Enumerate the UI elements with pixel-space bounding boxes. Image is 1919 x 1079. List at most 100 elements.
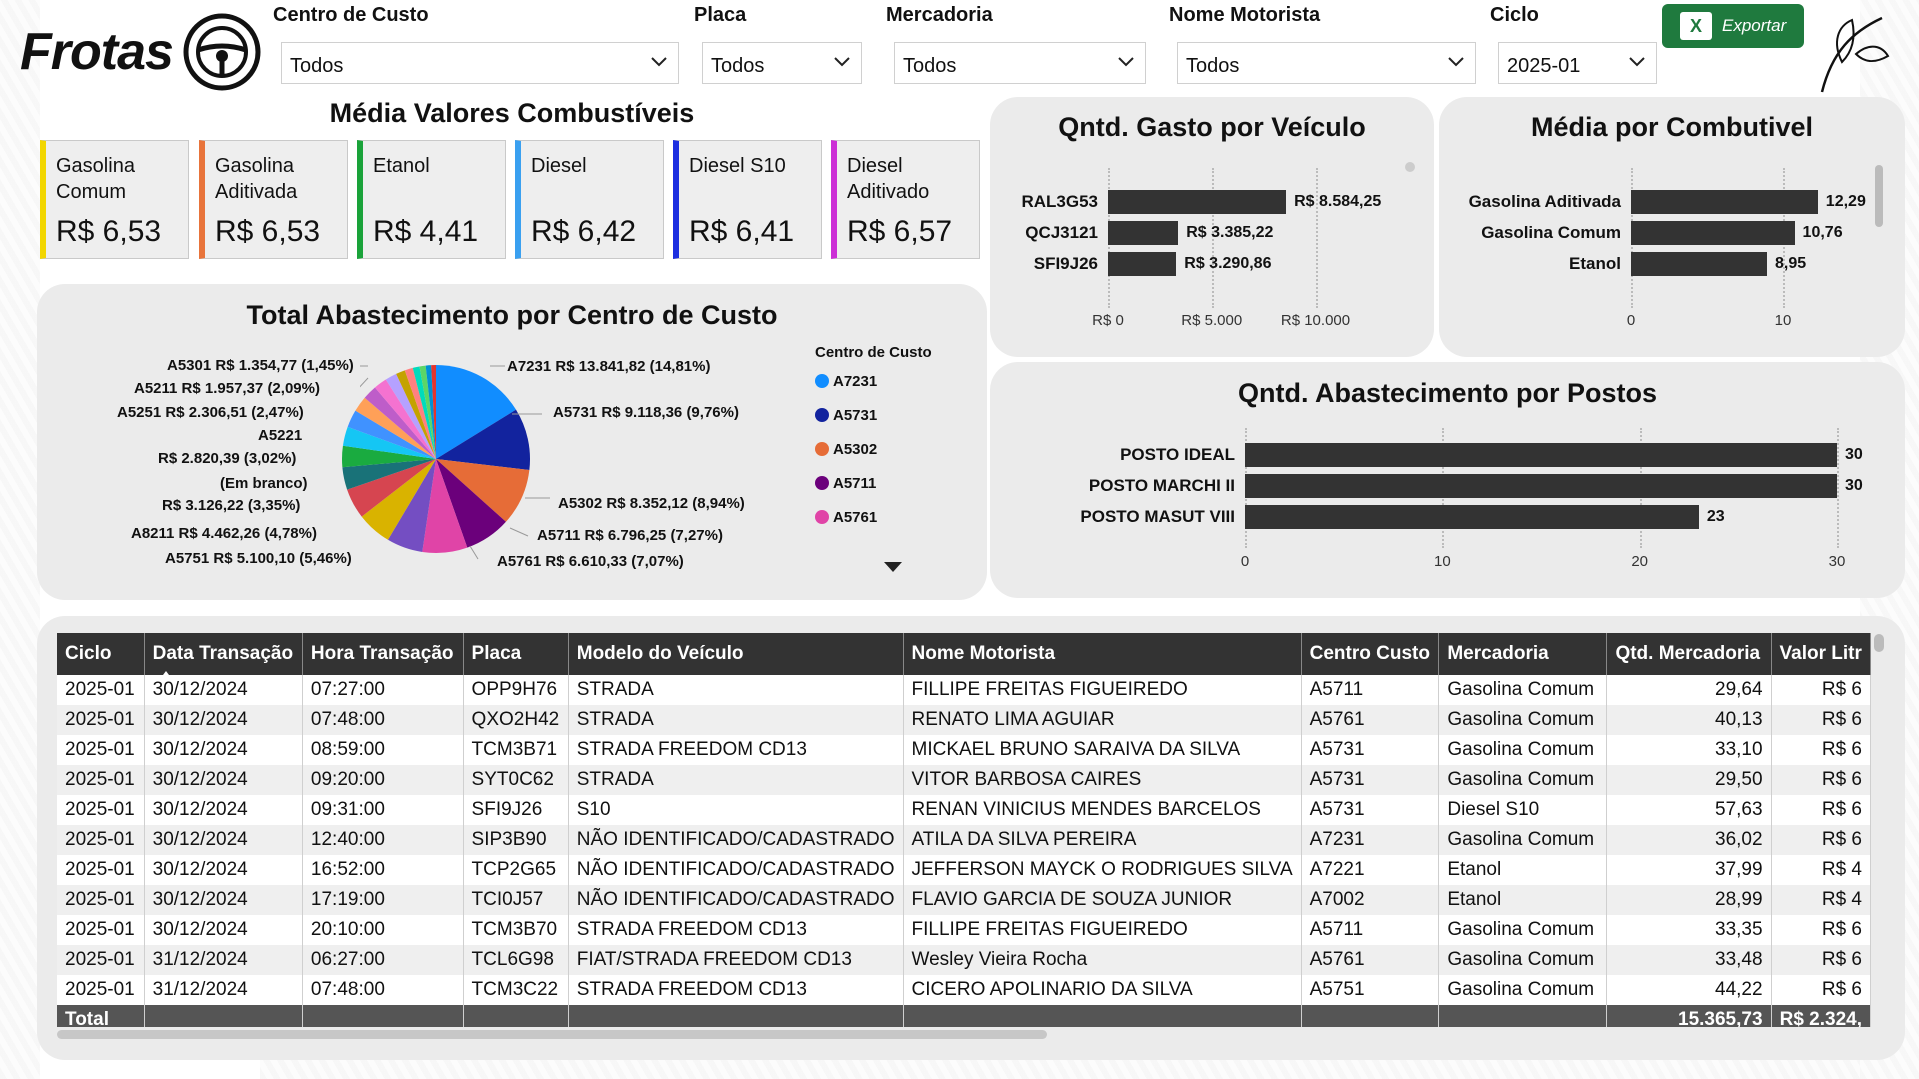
column-header[interactable]: Valor Litr: [1771, 633, 1871, 675]
table-row[interactable]: 2025-01 30/12/2024 08:59:00 TCM3B71 STRADA F…: [57, 735, 1871, 765]
scrollbar-thumb[interactable]: [1875, 165, 1883, 227]
pie-slice[interactable]: [342, 459, 436, 490]
legend-label: A5731: [833, 407, 878, 424]
legend-item[interactable]: A7231: [815, 373, 877, 390]
column-header[interactable]: Qtd. Mercadoria: [1606, 633, 1772, 675]
pie-slice[interactable]: [425, 365, 436, 459]
pie-slice-a5731[interactable]: [436, 409, 530, 471]
chevron-down-icon: [1448, 57, 1464, 67]
legend-item[interactable]: A5731: [815, 407, 877, 424]
pie-slice-a5751[interactable]: [361, 459, 436, 540]
bar[interactable]: [1631, 221, 1795, 245]
pie-slice-embranco[interactable]: [342, 445, 436, 468]
pie-slice[interactable]: [419, 365, 436, 459]
table-row[interactable]: 2025-01 30/12/2024 16:52:00 TCP2G65 NÃO IDEN…: [57, 855, 1871, 885]
bar[interactable]: [1108, 221, 1179, 245]
pie-label-a5301: A5301 R$ 1.354,77 (1,45%): [167, 357, 354, 374]
legend-item[interactable]: A5761: [815, 509, 877, 526]
table-cell: 2025-01: [57, 975, 145, 1005]
fuel-card-value: R$ 6,53: [215, 215, 321, 248]
pie-slice-a5302[interactable]: [436, 459, 530, 522]
pie-slice-a5211[interactable]: [374, 379, 436, 459]
horizontal-scrollbar[interactable]: [57, 1030, 1047, 1039]
pie-slice-a7231[interactable]: [436, 365, 516, 459]
mercadoria-dropdown[interactable]: Todos: [894, 42, 1146, 84]
pie-chart[interactable]: [340, 363, 532, 555]
x-tick-label: 0: [1240, 553, 1250, 570]
table-row[interactable]: 2025-01 30/12/2024 07:48:00 QXO2H42 STRADA RE…: [57, 705, 1871, 735]
column-header[interactable]: Centro Custo: [1301, 633, 1440, 675]
excel-icon: X: [1680, 12, 1712, 40]
table-row[interactable]: 2025-01 30/12/2024 20:10:00 TCM3B70 STRADA F…: [57, 915, 1871, 945]
column-header[interactable]: Data Transação: [144, 633, 303, 675]
motorista-dropdown[interactable]: Todos: [1177, 42, 1476, 84]
bar[interactable]: [1108, 190, 1287, 214]
column-header[interactable]: Placa: [463, 633, 569, 675]
legend-item[interactable]: A5302: [815, 441, 877, 458]
bar-category-label: POSTO MARCHI II: [1088, 476, 1235, 495]
bar-value-label: 12,29: [1825, 193, 1866, 210]
pie-slice[interactable]: [412, 366, 436, 459]
pie-slice-a5761[interactable]: [422, 459, 468, 553]
pie-slice[interactable]: [385, 373, 436, 459]
fuel-card[interactable]: Etanol R$ 4,41: [357, 140, 506, 259]
table-cell: Gasolina Comum: [1438, 825, 1608, 855]
table-cell: Gasolina Comum: [1438, 975, 1608, 1005]
transactions-table-wrapper[interactable]: Ciclo Data Transação Hora Transação Placa Mo…: [57, 633, 1871, 1027]
bar[interactable]: [1108, 252, 1177, 276]
export-button[interactable]: X Exportar: [1662, 4, 1804, 48]
table-row[interactable]: 2025-01 31/12/2024 06:27:00 TCL6G98 FIAT/STR…: [57, 945, 1871, 975]
dropdown-value: Todos: [1186, 55, 1240, 77]
pie-slice-a5301[interactable]: [396, 370, 436, 459]
bar[interactable]: [1631, 190, 1818, 214]
table-row[interactable]: 2025-01 30/12/2024 09:31:00 SFI9J26 S10 RENAN…: [57, 795, 1871, 825]
bar[interactable]: [1245, 474, 1837, 498]
pie-slice[interactable]: [404, 367, 436, 459]
column-header[interactable]: Nome Motorista: [903, 633, 1302, 675]
x-tick-label: R$ 10.000: [1280, 312, 1351, 329]
table-cell: A5731: [1301, 765, 1440, 795]
pie-label-a7231: A7231 R$ 13.841,82 (14,81%): [507, 358, 711, 375]
fuel-card[interactable]: Gasolina Comum R$ 6,53: [40, 140, 189, 259]
bar[interactable]: [1245, 443, 1837, 467]
pie-slice-a5221[interactable]: [342, 426, 436, 459]
total-qtd: 15.365,73: [1606, 1005, 1772, 1027]
table-row[interactable]: 2025-01 30/12/2024 09:20:00 SYT0C62 STRADA VI…: [57, 765, 1871, 795]
scrollbar-thumb[interactable]: [1405, 162, 1415, 172]
pie-slice[interactable]: [431, 365, 436, 459]
pie-slice[interactable]: [364, 387, 436, 459]
bar[interactable]: [1245, 505, 1699, 529]
pie-slice-a8211[interactable]: [347, 459, 436, 517]
table-cell: 28,99: [1606, 885, 1772, 915]
table-cell: R$ 6: [1771, 915, 1871, 945]
pie-slice-a5711[interactable]: [436, 459, 506, 548]
table-cell: Gasolina Comum: [1438, 765, 1608, 795]
pie-slice[interactable]: [347, 410, 436, 459]
centro-custo-dropdown[interactable]: Todos: [281, 42, 679, 84]
table-row[interactable]: 2025-01 30/12/2024 12:40:00 SIP3B90 NÃO IDEN…: [57, 825, 1871, 855]
fuel-card[interactable]: Diesel S10 R$ 6,41: [673, 140, 822, 259]
table-cell: Gasolina Comum: [1438, 675, 1608, 705]
bar-category-label: QCJ3121: [1025, 223, 1098, 242]
fuel-card[interactable]: Gasolina Aditivada R$ 6,53: [199, 140, 348, 259]
pie-slice[interactable]: [387, 459, 436, 552]
bar[interactable]: [1631, 252, 1768, 276]
column-header[interactable]: Mercadoria: [1438, 633, 1608, 675]
placa-dropdown[interactable]: Todos: [702, 42, 862, 84]
column-header[interactable]: Modelo do Veículo: [568, 633, 904, 675]
column-header[interactable]: Ciclo: [57, 633, 145, 675]
sort-ascending-icon[interactable]: [160, 671, 172, 679]
table-cell: 31/12/2024: [144, 945, 303, 975]
table-row[interactable]: 2025-01 30/12/2024 17:19:00 TCI0J57 NÃO IDEN…: [57, 885, 1871, 915]
pie-slice-a5251[interactable]: [355, 397, 436, 459]
table-row[interactable]: 2025-01 31/12/2024 07:48:00 TCM3C22 STRADA F…: [57, 975, 1871, 1005]
vertical-scrollbar[interactable]: [1874, 634, 1884, 652]
ciclo-dropdown[interactable]: 2025-01: [1498, 42, 1657, 84]
legend-item[interactable]: A5711: [815, 475, 876, 492]
column-header[interactable]: Hora Transação: [302, 633, 464, 675]
table-row[interactable]: 2025-01 30/12/2024 07:27:00 OPP9H76 STRADA FI…: [57, 675, 1871, 705]
fuel-card[interactable]: Diesel R$ 6,42: [515, 140, 664, 259]
fuel-card[interactable]: Diesel Aditivado R$ 6,57: [831, 140, 980, 259]
legend-color-dot: [815, 408, 829, 422]
scroll-down-icon[interactable]: [884, 562, 902, 574]
